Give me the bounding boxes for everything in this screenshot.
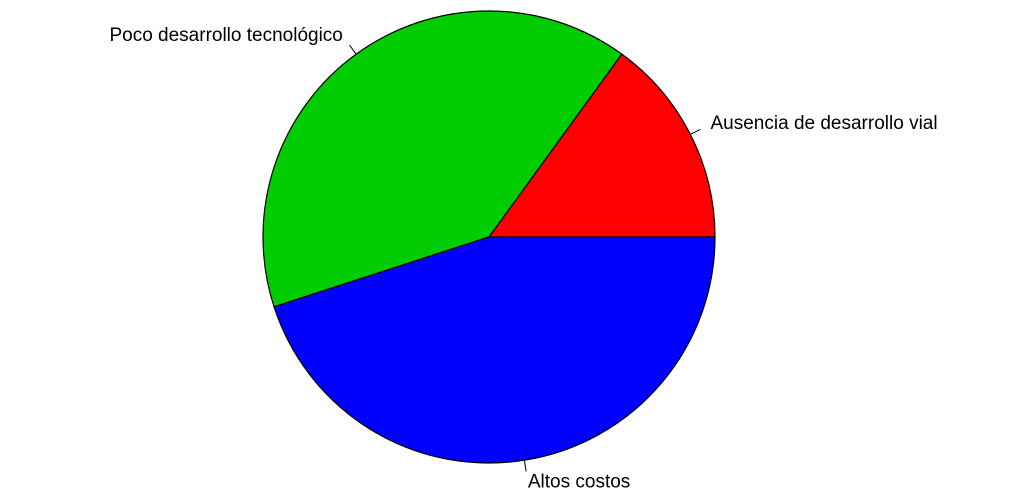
pie-slice — [487, 53, 716, 238]
slice-label: Altos costos — [528, 472, 630, 493]
label-tick — [523, 460, 527, 472]
label-tick — [349, 44, 357, 55]
slice-label: Ausencia de desarrollo vial — [711, 113, 938, 134]
pie-slice — [262, 10, 623, 308]
slice-label: Poco desarrollo tecnológico — [109, 25, 342, 46]
label-tick — [690, 128, 701, 135]
